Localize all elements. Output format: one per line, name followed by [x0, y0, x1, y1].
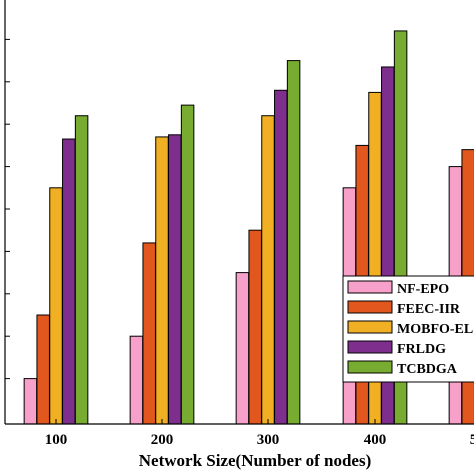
legend-label-tcbdga: TCBDGA [397, 362, 458, 377]
x-tick-label-200: 200 [151, 432, 174, 448]
bar-tcbdga-200 [180, 104, 195, 425]
x-tick-labels: 100 200 300 400 500 [45, 432, 474, 448]
bar-frldg-200 [168, 134, 182, 425]
bar-feec-iir-300 [248, 229, 262, 425]
bar-feec-iir-200 [142, 242, 156, 425]
legend-swatch-feec-iir [347, 300, 393, 314]
legend-label-mobfo-el: MOBFO-EL [397, 322, 473, 337]
bar-feec-iir-100 [36, 314, 50, 425]
legend-swatch-tcbdga [347, 360, 393, 374]
bar-tcbdga-300 [286, 60, 301, 425]
x-tick-label-100: 100 [45, 432, 68, 448]
bar-nf-epo-200 [129, 335, 144, 425]
bar-frldg-300 [274, 89, 288, 425]
legend-label-frldg: FRLDG [397, 342, 446, 357]
legend-swatch-mobfo-el [347, 320, 393, 334]
x-tick-label-500: 500 [470, 432, 474, 448]
bar-mobfo-el-300 [261, 115, 275, 425]
bar-frldg-100 [62, 138, 76, 425]
x-tick-label-300: 300 [257, 432, 280, 448]
x-tick-label-400: 400 [364, 432, 387, 448]
bar-mobfo-el-200 [155, 136, 169, 425]
legend-label-nf-epo: NF-EPO [397, 282, 449, 297]
x-axis-label: Network Size(Number of nodes) [139, 451, 371, 470]
bar-nf-epo-100 [23, 378, 38, 425]
legend-label-feec-iir: FEEC-IIR [397, 302, 461, 317]
axes-group [4, 0, 474, 425]
legend-swatch-frldg [347, 340, 393, 354]
bar-mobfo-el-100 [49, 187, 63, 425]
legend: NF-EPO FEEC-IIR MOBFO-EL FRLDG TCBDGA [342, 275, 474, 383]
bar-tcbdga-100 [74, 115, 89, 425]
bar-nf-epo-300 [235, 272, 250, 425]
legend-swatch-nf-epo [347, 280, 393, 294]
